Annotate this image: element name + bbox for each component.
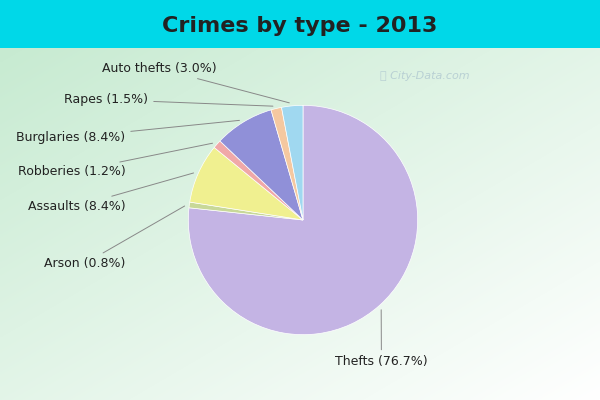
Wedge shape xyxy=(190,148,303,220)
Text: Thefts (76.7%): Thefts (76.7%) xyxy=(335,310,428,368)
Text: Burglaries (8.4%): Burglaries (8.4%) xyxy=(16,120,239,144)
Wedge shape xyxy=(281,105,303,220)
Wedge shape xyxy=(189,202,303,220)
Wedge shape xyxy=(188,105,418,335)
Text: Auto thefts (3.0%): Auto thefts (3.0%) xyxy=(103,62,289,103)
Text: Crimes by type - 2013: Crimes by type - 2013 xyxy=(163,16,437,36)
Wedge shape xyxy=(271,107,303,220)
Wedge shape xyxy=(214,141,303,220)
Text: Robberies (1.2%): Robberies (1.2%) xyxy=(17,143,212,178)
Text: Rapes (1.5%): Rapes (1.5%) xyxy=(64,93,273,106)
Text: Arson (0.8%): Arson (0.8%) xyxy=(44,206,185,270)
Text: Assaults (8.4%): Assaults (8.4%) xyxy=(28,173,194,213)
Wedge shape xyxy=(220,110,303,220)
Text: ⓘ City-Data.com: ⓘ City-Data.com xyxy=(380,71,469,81)
